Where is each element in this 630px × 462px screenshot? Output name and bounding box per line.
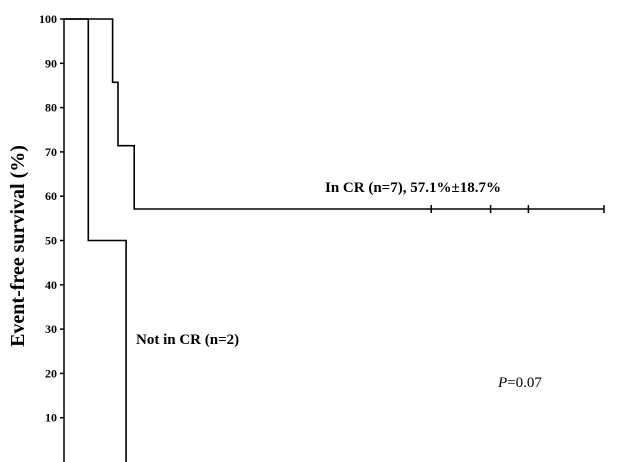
y-axis-title: Event-free survival (%): [7, 145, 29, 347]
y-tick-label: 60: [45, 189, 57, 203]
y-axis-ticks: 100 90 80 70 60 50 40 30 20 10: [39, 12, 64, 425]
y-tick-label: 70: [45, 145, 57, 159]
censor-marks: [430, 205, 605, 214]
in_cr-curve: [64, 18, 604, 210]
y-tick-label: 100: [39, 12, 57, 26]
p-value-number: =0.07: [507, 375, 542, 391]
y-tick-label: 90: [45, 56, 57, 70]
y-tick-label: 40: [45, 278, 57, 292]
y-tick-label: 80: [45, 101, 57, 115]
y-tick-label: 10: [45, 411, 57, 425]
survival-curves: [64, 18, 604, 462]
y-tick-label: 50: [45, 234, 57, 248]
y-tick-label: 30: [45, 322, 57, 336]
p-value-annotation: P=0.07: [497, 375, 542, 391]
not_cr-curve: [64, 18, 127, 462]
not-in-cr-annotation: Not in CR (n=2): [136, 332, 239, 348]
y-tick-label: 20: [45, 366, 57, 380]
in-cr-annotation: In CR (n=7), 57.1%±18.7%: [325, 180, 501, 196]
p-value-italic: P: [497, 375, 507, 391]
